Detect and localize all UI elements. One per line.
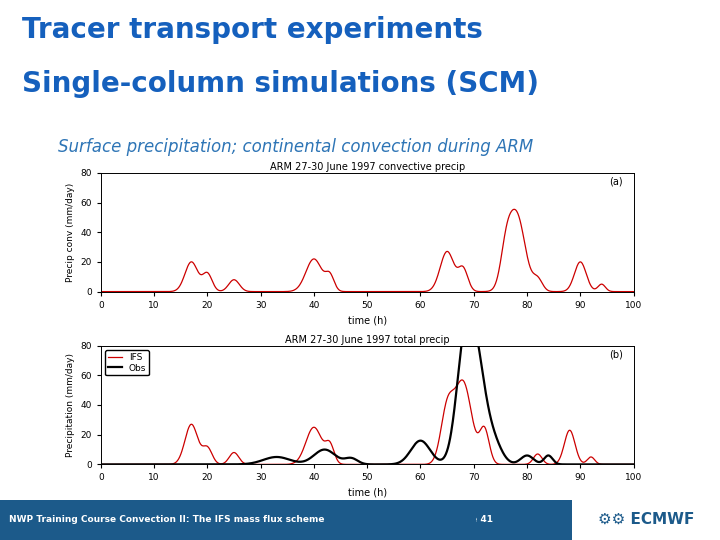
Line: Obs: Obs: [101, 346, 634, 464]
Obs: [331, 452, 340, 458]
Obs: [457, 342, 466, 349]
IFS: [96, 461, 105, 468]
Title: ARM 27-30 June 1997 convective precip: ARM 27-30 June 1997 convective precip: [269, 162, 465, 172]
Text: Slide 41: Slide 41: [452, 515, 493, 524]
X-axis label: time (h): time (h): [348, 488, 387, 498]
IFS: [312, 426, 320, 432]
Polygon shape: [452, 500, 475, 540]
IFS: [629, 461, 638, 468]
Obs: [96, 461, 105, 468]
IFS: [522, 461, 531, 467]
Obs: [522, 453, 531, 459]
IFS: [457, 377, 466, 383]
Obs: [312, 450, 320, 457]
Text: (b): (b): [609, 349, 623, 359]
Y-axis label: Precip conv (mm/day): Precip conv (mm/day): [66, 183, 75, 282]
Text: Single-column simulations (SCM): Single-column simulations (SCM): [22, 70, 539, 98]
Legend: IFS, Obs: IFS, Obs: [105, 350, 149, 375]
IFS: [331, 453, 340, 459]
Title: ARM 27-30 June 1997 total precip: ARM 27-30 June 1997 total precip: [285, 335, 449, 345]
Text: Surface precipitation; continental convection during ARM: Surface precipitation; continental conve…: [58, 138, 533, 156]
Text: (a): (a): [609, 177, 623, 186]
Obs: [151, 461, 160, 468]
Obs: [629, 461, 638, 468]
Text: ⚙⚙ ECMWF: ⚙⚙ ECMWF: [598, 512, 694, 527]
IFS: [463, 388, 472, 394]
X-axis label: time (h): time (h): [348, 315, 387, 325]
Y-axis label: Precipitation (mm/day): Precipitation (mm/day): [66, 353, 75, 457]
Text: NWP Training Course Convection II: The IFS mass flux scheme: NWP Training Course Convection II: The I…: [9, 515, 324, 524]
IFS: [513, 461, 521, 468]
Obs: [463, 342, 472, 349]
Line: IFS: IFS: [101, 380, 634, 464]
IFS: [151, 461, 160, 468]
Obs: [513, 458, 521, 465]
Text: Tracer transport experiments: Tracer transport experiments: [22, 16, 482, 44]
